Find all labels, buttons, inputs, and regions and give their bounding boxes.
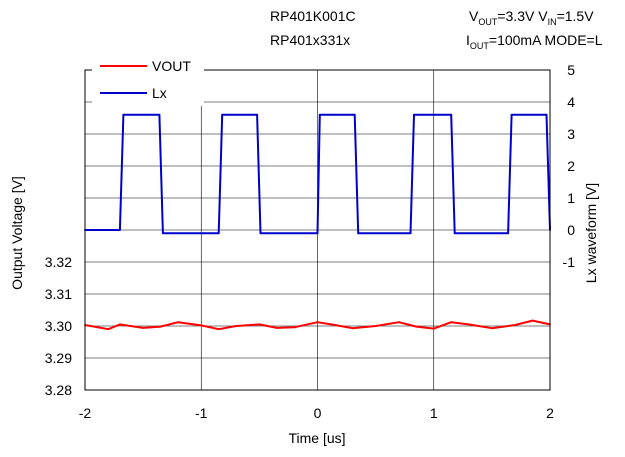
legend-label-vout: VOUT <box>152 58 191 74</box>
y-right-tick-label: 0 <box>567 222 575 238</box>
x-tick-label: 2 <box>546 405 554 421</box>
data-point-vout <box>258 323 261 326</box>
legend-label-lx: Lx <box>152 85 167 101</box>
x-tick-label: 1 <box>430 405 438 421</box>
data-point-lx <box>545 113 548 116</box>
data-point-lx <box>357 232 360 235</box>
x-tick-label: 0 <box>314 405 322 421</box>
data-point-lx <box>122 113 125 116</box>
data-point-vout <box>397 321 400 324</box>
iout-subscript: OUT <box>469 41 489 51</box>
data-point-lx <box>158 113 161 116</box>
x-tick-label: -1 <box>195 405 208 421</box>
y-left-tick-label: 3.30 <box>45 318 72 334</box>
data-point-vout <box>177 321 179 324</box>
y-left-tick-labels: 3.28 3.29 3.30 3.31 3.32 <box>45 254 72 398</box>
x-axis-label: Time [us] <box>288 430 345 446</box>
iout-rest: =100mA MODE=L <box>488 32 603 48</box>
data-point-vout <box>293 326 296 329</box>
vout-subscript: OUT <box>478 17 498 27</box>
data-point-lx <box>507 232 510 235</box>
vout-value: =3.3V <box>497 8 535 24</box>
y-right-tick-labels: -1 0 1 2 3 4 5 <box>563 62 576 270</box>
data-point-vout <box>142 327 145 329</box>
y-left-tick-label: 3.29 <box>45 350 72 366</box>
data-point-lx <box>353 113 356 116</box>
y-right-tick-label: 1 <box>567 190 575 206</box>
vin-symbol: V <box>538 8 548 24</box>
y-left-tick-label: 3.28 <box>45 382 72 398</box>
condition-line1: VOUT=3.3V VIN=1.5V <box>469 8 594 27</box>
data-point-vout <box>531 319 534 322</box>
y-axis-right-label: Lx waveform [V] <box>583 183 599 283</box>
data-point-lx <box>256 113 258 116</box>
vin-value: =1.5V <box>556 8 594 24</box>
legend-box <box>92 56 204 106</box>
data-point-vout <box>118 323 121 326</box>
data-point-vout <box>450 321 453 324</box>
data-point-lx <box>259 232 262 235</box>
chart-title-line2: RP401x331x <box>270 32 351 48</box>
data-point-vout <box>351 327 354 330</box>
x-tick-labels: -2 -1 0 1 2 <box>79 405 554 421</box>
plot-frame <box>84 69 551 391</box>
data-point-vout <box>159 325 162 328</box>
data-point-vout <box>334 324 336 326</box>
data-point-vout <box>514 324 517 326</box>
data-point-vout <box>275 327 278 329</box>
data-point-vout <box>467 323 470 326</box>
iout-symbol: I <box>466 32 470 48</box>
data-point-lx <box>217 232 220 235</box>
vin-subscript: IN <box>547 17 557 27</box>
data-point-vout <box>235 325 238 327</box>
data-point-lx <box>118 229 121 231</box>
data-point-vout <box>415 325 418 328</box>
data-point-vout <box>432 327 435 330</box>
x-tick-label: -2 <box>79 405 92 421</box>
data-point-lx <box>510 113 513 116</box>
data-point-vout <box>374 325 377 327</box>
y-right-tick-label: 5 <box>567 62 575 78</box>
data-point-lx <box>453 232 456 235</box>
data-point-lx <box>318 113 321 116</box>
data-point-vout <box>490 327 493 330</box>
legend: VOUT Lx <box>92 56 204 106</box>
y-left-tick-label: 3.31 <box>45 286 72 302</box>
y-left-tick-label: 3.32 <box>45 254 72 270</box>
y-right-tick-label: 3 <box>567 126 575 142</box>
series-layer <box>84 113 551 331</box>
data-point-vout <box>200 324 203 327</box>
y-right-tick-label: 2 <box>567 158 575 174</box>
y-right-tick-label: -1 <box>563 254 576 270</box>
data-point-lx <box>409 232 412 235</box>
data-point-vout <box>217 328 220 331</box>
data-point-lx <box>413 113 415 116</box>
data-point-vout <box>107 328 110 331</box>
vout-symbol: V <box>469 8 479 24</box>
data-point-lx <box>221 113 224 116</box>
data-point-lx <box>161 232 164 235</box>
chart-title-line1: RP401K001C <box>270 8 356 24</box>
condition-line2: IOUT=100mA MODE=L <box>466 32 603 51</box>
y-axis-left-label: Output Voltage [V] <box>9 176 25 290</box>
data-point-lx <box>450 113 453 116</box>
data-point-vout <box>316 321 319 324</box>
data-point-lx <box>316 232 319 235</box>
y-right-tick-label: 4 <box>567 94 575 110</box>
